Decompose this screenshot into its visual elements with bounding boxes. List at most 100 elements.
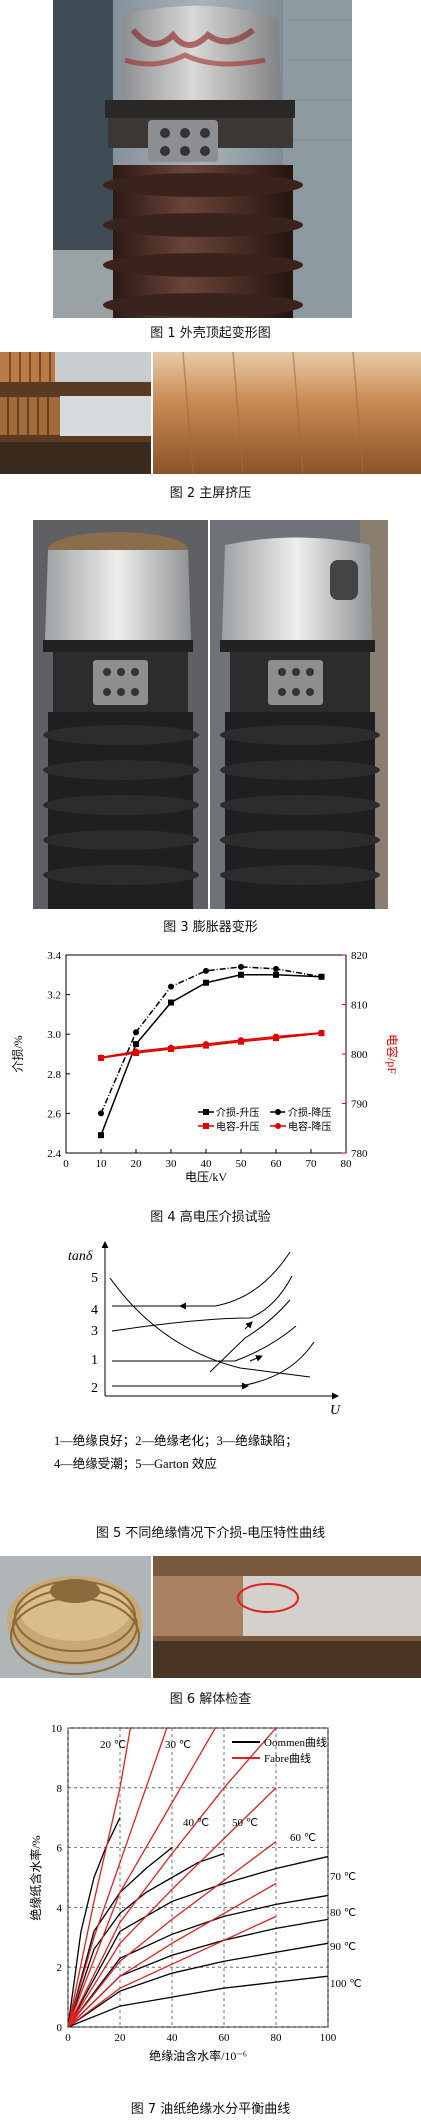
fig4-point: [168, 1044, 174, 1051]
fig4-point: [133, 1029, 139, 1036]
fig4-xtick-label: 40: [201, 1158, 213, 1170]
fig5-curve-4-up: [112, 1251, 291, 1307]
fig4-legend-label-2: 介损-降压: [288, 1106, 331, 1119]
fig4-ytick-left-label: 2.8: [47, 1069, 61, 1081]
fig4-point: [168, 983, 174, 990]
fig7-xtick-label: 100: [320, 2032, 337, 2044]
fig3-caption: 图 3 膨胀器变形: [163, 920, 258, 935]
fig1-photo: [53, 0, 352, 318]
fig4-xtick-label: 30: [166, 1158, 178, 1170]
fig4-ylabel-right: 电容/pF: [385, 1034, 400, 1074]
fig5-curve-number-1: 1: [91, 1353, 98, 1368]
fig7-xtick-label: 0: [65, 2032, 71, 2044]
fig7-ytick-label: 6: [57, 1843, 63, 1855]
fig7-temp-70: 70 ℃: [330, 1871, 356, 1883]
fig2-photo-right: [153, 352, 421, 474]
fig7-ylabel: 绝缘纸含水率/%: [28, 1835, 43, 1920]
fig4-xtick-label: 0: [63, 1158, 69, 1170]
fig4-xtick-label: 20: [131, 1158, 143, 1170]
fig7-ytick-label: 0: [57, 2022, 63, 2034]
fig4-point: [98, 1054, 104, 1061]
fig4-ytick-left-label: 2.4: [47, 1148, 61, 1160]
fig7-legend-oommen: Oommen曲线: [264, 1735, 327, 1749]
fig7-chart: 0 20 40 60 80 100 0 2 4 6 8 10 20 ℃ 30 ℃ 40 ℃ 50 ℃…: [28, 1723, 362, 2063]
fig5-curve-number-5: 5: [91, 1271, 98, 1286]
fig7-oommen-curve-3: [68, 1852, 225, 2027]
fig7-temp-60: 60 ℃: [290, 1832, 316, 1844]
fig7-fabre-curve-1: [68, 1728, 132, 2027]
fig7-xlabel: 绝缘油含水率/10⁻⁶: [149, 2048, 247, 2063]
fig5-arrow-1: [249, 1355, 263, 1362]
fig4-legend-label-3: 电容-升压: [216, 1120, 259, 1133]
fig7-xtick-label: 60: [219, 2032, 231, 2044]
fig7-fabre-curve-8: [68, 1915, 277, 2027]
fig4-legend-marker-4: [275, 1123, 281, 1129]
fig4-point: [273, 1033, 279, 1040]
fig4-caption: 图 4 高电压介损试验: [150, 1210, 271, 1225]
fig3-photo-right: [210, 520, 388, 909]
fig7-temp-40: 40 ℃: [183, 1817, 209, 1829]
fig4-ytick-left-label: 3.0: [47, 1029, 61, 1041]
fig4-ytick-left-label: 3.2: [47, 990, 61, 1002]
fig4-xtick-label: 70: [306, 1158, 318, 1170]
fig5-chart: tanδ U 5 4 3 1 2 1—绝缘良好；2—绝缘老化；3—绝缘缺陷； 4…: [54, 1241, 341, 1471]
fig4-ytick-right-label: 790: [351, 1099, 368, 1111]
fig4-point: [318, 973, 325, 980]
fig7-caption: 图 7 油纸绝缘水分平衡曲线: [130, 2102, 291, 2117]
fig7-temp-50: 50 ℃: [232, 1817, 258, 1829]
fig5-curve-connector: [209, 1299, 291, 1373]
fig4-ytick-left-label: 3.4: [47, 950, 61, 962]
fig5-legend-line1: 1—绝缘良好；2—绝缘老化；3—绝缘缺陷；: [54, 1433, 298, 1448]
fig5-arrow-up: [244, 1321, 253, 1330]
fig5-curve-2: [112, 1341, 315, 1387]
fig4-ytick-right-label: 800: [351, 1049, 368, 1061]
fig2-photo-left: [0, 352, 151, 474]
fig7-plot-frame: [67, 1727, 329, 2028]
fig5-caption: 图 5 不同绝缘情况下介损-电压特性曲线: [95, 1526, 326, 1541]
fig7-fabre-curve-6: [68, 1841, 277, 2027]
fig7-fabre-curve-2: [68, 1728, 168, 2027]
fig5-ylabel: tanδ: [68, 1249, 93, 1264]
fig7-xtick-label: 40: [167, 2032, 179, 2044]
fig4-point: [273, 965, 279, 972]
fig4-point: [133, 1048, 139, 1055]
fig4-xtick-label: 80: [341, 1158, 353, 1170]
fig4-point: [203, 1041, 209, 1048]
fig4-ytick-right-label: 810: [351, 1000, 368, 1012]
fig4-point: [238, 971, 244, 978]
fig5-curve-3: [111, 1275, 293, 1332]
fig7-oommen-curve-1: [68, 1817, 121, 2027]
fig5-xlabel: U: [330, 1403, 341, 1418]
fig5-curve-number-2: 2: [91, 1381, 98, 1396]
fig4-point: [203, 979, 209, 986]
fig4-point: [238, 1037, 244, 1044]
fig4-point: [318, 1029, 325, 1036]
fig4-ytick-left-label: 2.6: [47, 1108, 61, 1120]
fig7-oommen-curve-5: [68, 1894, 328, 2027]
fig4-point: [203, 967, 209, 974]
fig5-curve-5: [109, 1277, 311, 1378]
fig7-fabre-curve-5: [68, 1787, 277, 2027]
fig1-caption: 图 1 外壳顶起变形图: [150, 326, 271, 341]
fig5-curve-1: [112, 1325, 297, 1362]
fig4-xtick-label: 50: [236, 1158, 248, 1170]
fig7-temp-20: 20 ℃: [100, 1739, 126, 1751]
fig7-oommen-curve-4: [68, 1855, 328, 2027]
fig7-temp-30: 30 ℃: [165, 1739, 191, 1751]
fig4-legend-marker-1: [203, 1109, 209, 1115]
fig7-temp-90: 90 ℃: [330, 1941, 356, 1953]
fig7-temp-80: 80 ℃: [330, 1907, 356, 1919]
fig3-photo-left: [33, 520, 208, 909]
fig6-photo-left: [0, 1556, 151, 1678]
fig4-point: [168, 999, 174, 1006]
fig4-point: [238, 963, 244, 970]
fig4-legend-label-1: 介损-升压: [216, 1106, 259, 1119]
fig7-fabre-curve-3: [68, 1728, 217, 2027]
fig4-series-line-2: [100, 966, 322, 1114]
fig4-xtick-label: 60: [271, 1158, 283, 1170]
fig4-point: [133, 1041, 139, 1048]
fig7-legend-fabre: Fabre曲线: [264, 1751, 311, 1765]
fig4-xtick-label: 10: [96, 1158, 108, 1170]
fig7-ytick-label: 2: [57, 1962, 63, 1974]
fig7-oommen-curve-7: [68, 1942, 328, 2027]
